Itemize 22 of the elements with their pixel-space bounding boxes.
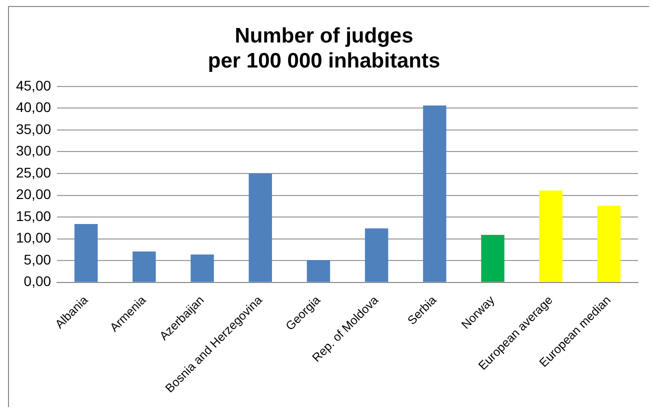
y-tick-label: 5,00 — [24, 251, 52, 268]
bar — [132, 251, 156, 282]
y-tick-label: 35,00 — [16, 120, 52, 137]
y-tick-label: 15,00 — [16, 208, 52, 224]
y-tick-label: 20,00 — [16, 186, 52, 202]
bar — [423, 106, 446, 282]
y-tick-label: 30,00 — [16, 142, 52, 159]
bar — [364, 228, 388, 282]
bar — [306, 260, 330, 282]
bar — [190, 254, 214, 282]
y-tick-label: 0,00 — [24, 273, 52, 290]
bar — [74, 224, 98, 282]
bar — [597, 206, 621, 282]
bar — [481, 234, 504, 282]
bar — [539, 190, 562, 282]
bar — [248, 173, 272, 282]
y-tick-label: 10,00 — [16, 230, 52, 246]
text: per 100 000 inhabitants — [208, 50, 440, 73]
text: Number of judges — [234, 24, 414, 48]
y-tick-label: 40,00 — [16, 99, 52, 116]
y-tick-label: 25,00 — [16, 164, 52, 180]
y-tick-label: 45,00 — [16, 77, 52, 94]
